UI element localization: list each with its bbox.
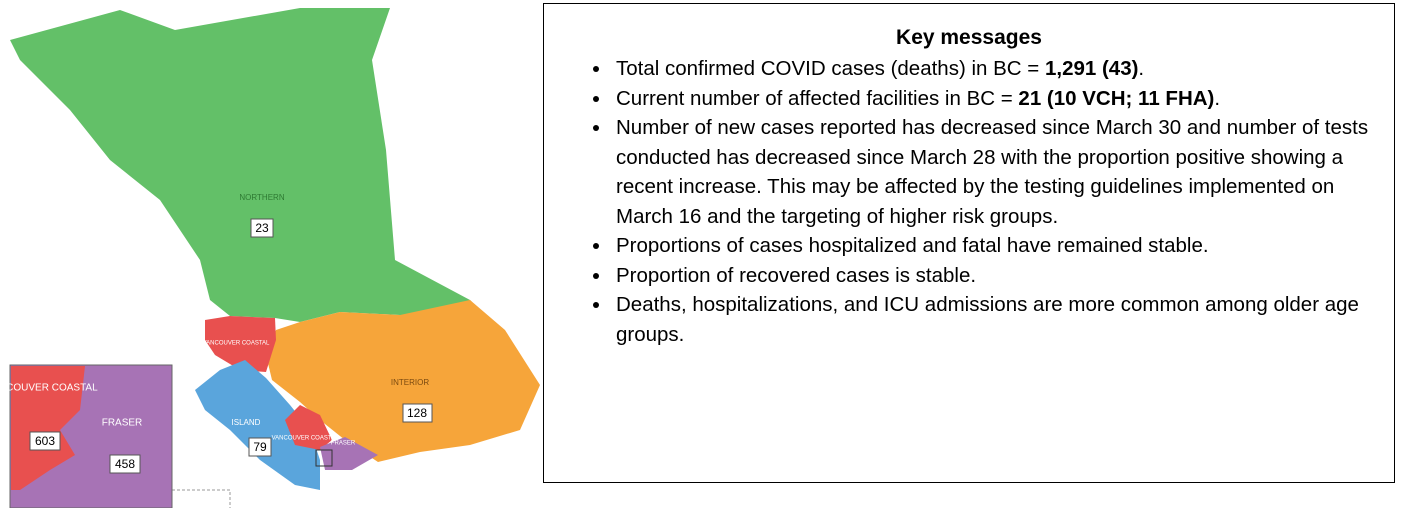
bullet: Total confirmed COVID cases (deaths) in … bbox=[612, 54, 1382, 84]
inset-locator bbox=[315, 449, 333, 467]
bullet: Proportion of recovered cases is stable. bbox=[612, 261, 1382, 291]
connector bbox=[172, 489, 231, 508]
text: Deaths, hospitalizations, and ICU admiss… bbox=[616, 293, 1359, 346]
fraser-region bbox=[320, 437, 378, 470]
case-box bbox=[109, 454, 141, 474]
text: Total confirmed COVID cases (deaths) in … bbox=[616, 57, 1045, 80]
bullet: Deaths, hospitalizations, and ICU admiss… bbox=[612, 290, 1382, 349]
bullet: Number of new cases reported has decreas… bbox=[612, 113, 1382, 231]
inset-label: FRASER bbox=[102, 418, 143, 429]
inset-vancouver-coastal bbox=[11, 366, 85, 490]
region-label: VANCOUVER COASTAL bbox=[203, 341, 270, 347]
key-messages-box: Key messages Total confirmed COVID cases… bbox=[543, 3, 1395, 483]
text: Proportion of recovered cases is stable. bbox=[616, 263, 977, 287]
case-box bbox=[248, 437, 272, 457]
key-messages-title: Key messages bbox=[896, 26, 1042, 49]
region-label: VANCOUVER COASTAL bbox=[272, 436, 339, 442]
island-region bbox=[195, 360, 320, 490]
bold-text: 1,291 (43) bbox=[1044, 57, 1139, 80]
vancouver-coastal-north bbox=[205, 316, 276, 372]
region-label: NORTHERN bbox=[239, 193, 284, 202]
region-label: INTERIOR bbox=[391, 378, 429, 387]
key-messages-list: Total confirmed COVID cases (deaths) in … bbox=[544, 54, 1382, 349]
case-box bbox=[29, 431, 61, 451]
vancouver-coastal-south bbox=[285, 405, 332, 450]
text: . bbox=[1214, 86, 1221, 110]
case-box bbox=[250, 218, 274, 238]
case-count: 603 bbox=[35, 434, 55, 448]
bold-text: 21 (10 VCH; 11 FHA) bbox=[1018, 86, 1215, 110]
northern-region bbox=[10, 8, 500, 330]
text: . bbox=[1138, 57, 1145, 80]
text: Number of new cases reported has decreas… bbox=[616, 116, 1369, 228]
case-count: 458 bbox=[115, 457, 135, 471]
bc-map: NORTHERN 23 INTERIOR 128 ISLAND 79 VANCO… bbox=[0, 8, 540, 508]
case-count: 79 bbox=[253, 440, 267, 454]
case-box bbox=[402, 403, 433, 423]
case-count: 23 bbox=[255, 221, 269, 235]
bullet: Current number of affected facilities in… bbox=[612, 84, 1382, 114]
text: Proportions of cases hospitalized and fa… bbox=[616, 234, 1209, 257]
interior-region bbox=[266, 300, 540, 462]
region-label: FRASER bbox=[331, 441, 356, 447]
region-label: ISLAND bbox=[232, 418, 261, 427]
inset-label: VANCOUVER COASTAL bbox=[0, 383, 98, 394]
text: Current number of affected facilities in… bbox=[616, 86, 1019, 110]
bullet: Proportions of cases hospitalized and fa… bbox=[612, 231, 1382, 261]
case-count: 128 bbox=[407, 406, 427, 420]
